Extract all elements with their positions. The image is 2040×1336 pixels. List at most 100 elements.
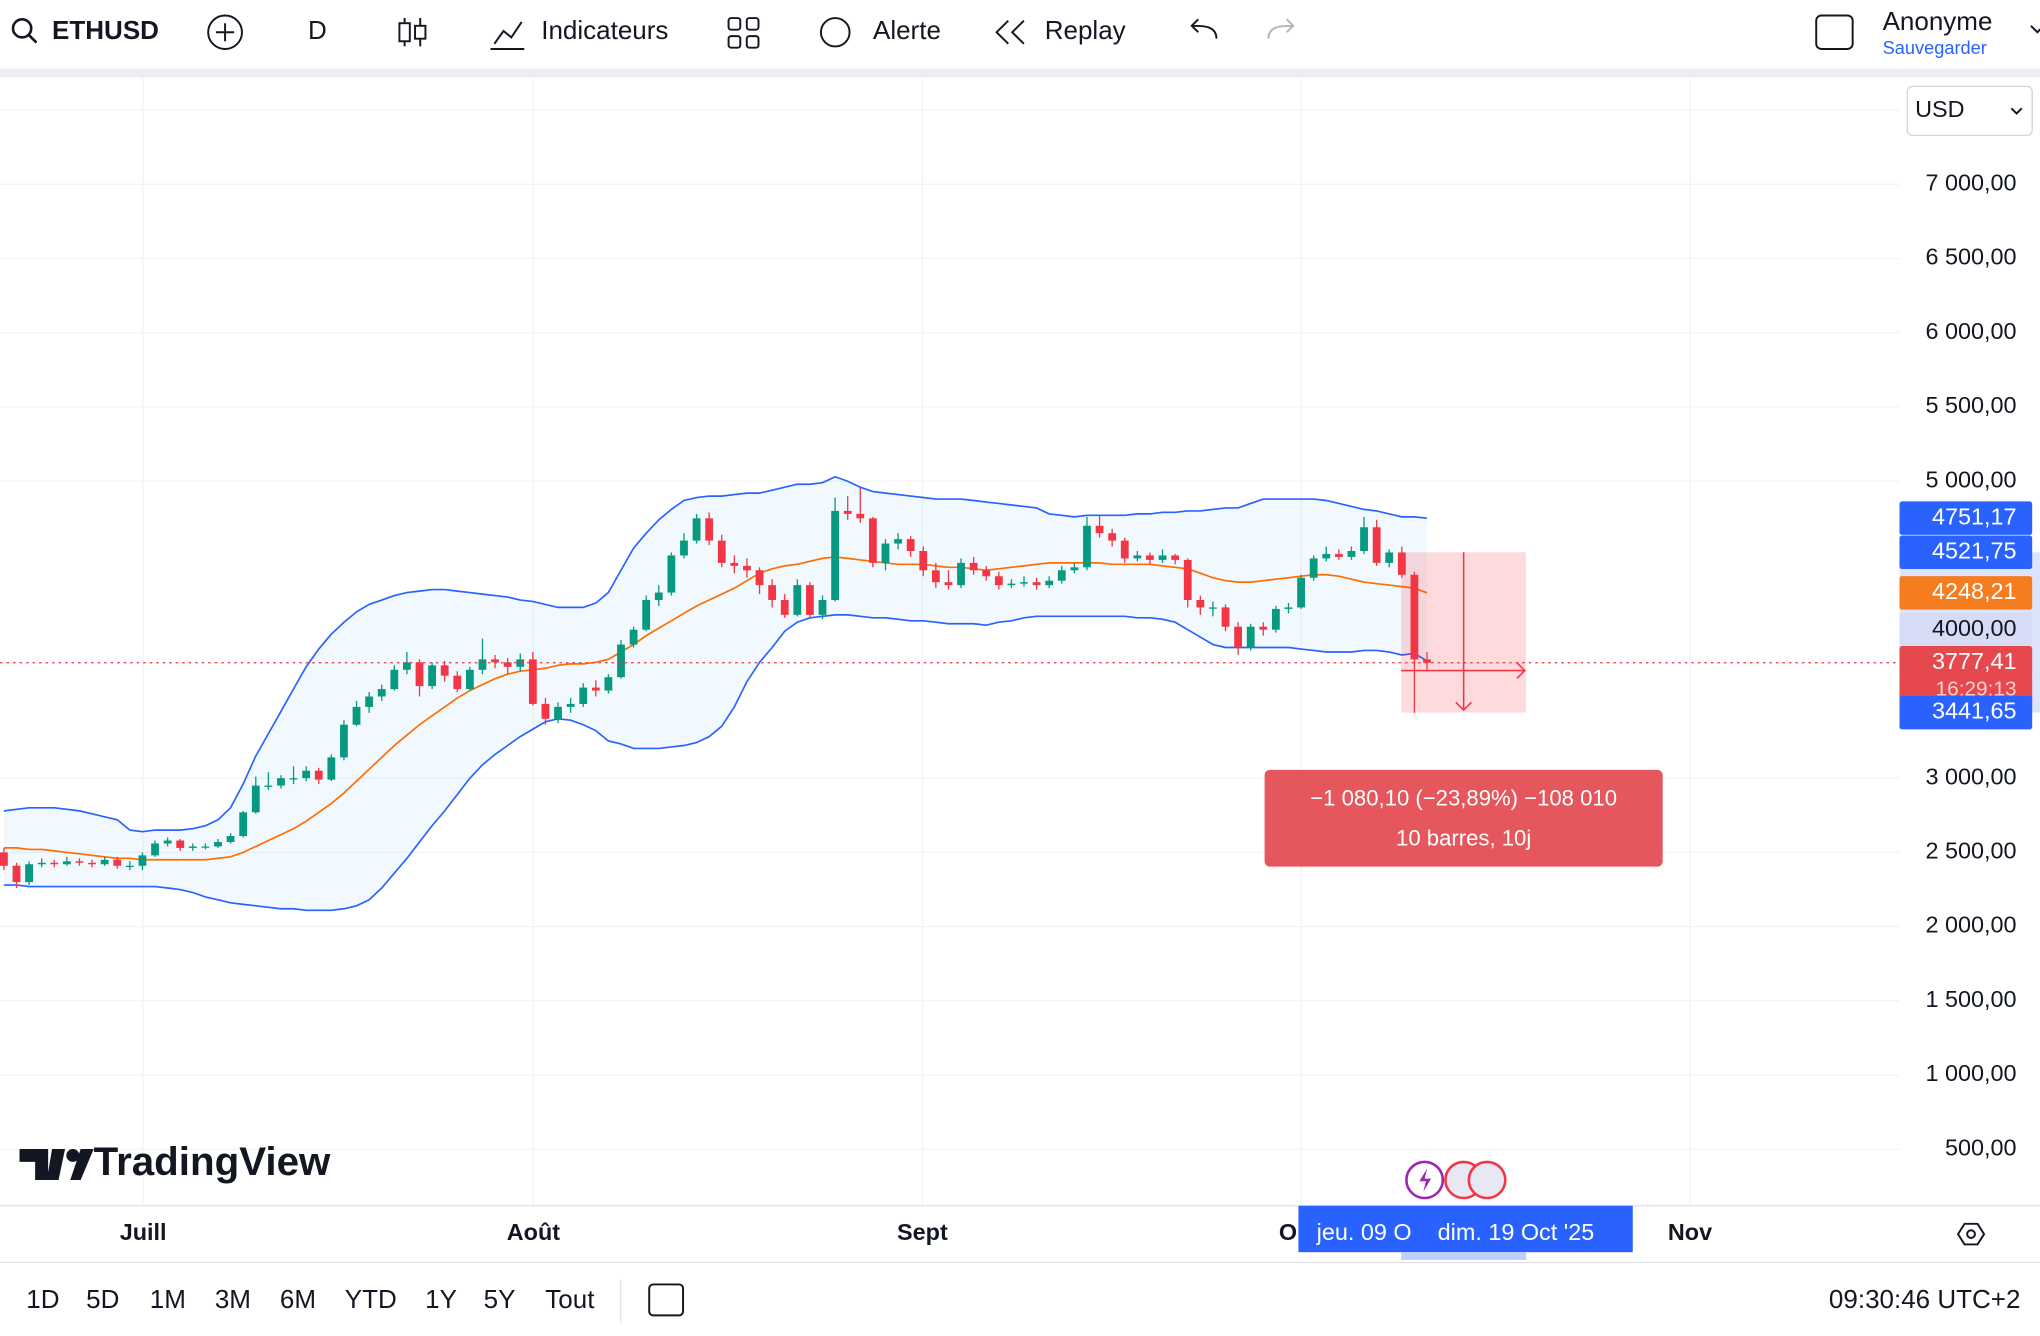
candle-body: [806, 585, 814, 615]
interval[interactable]: D: [308, 17, 327, 45]
goto-date[interactable]: [648, 1283, 685, 1317]
user-name[interactable]: Anonyme: [1883, 8, 1993, 36]
clock[interactable]: 09:30:46 UTC+2: [1829, 1286, 2021, 1314]
price-badge-label: 4000,00: [1932, 615, 2017, 641]
candle-body: [1334, 553, 1343, 557]
alert-icon[interactable]: [819, 17, 851, 48]
x-tick-label: Juill: [120, 1219, 167, 1245]
range-button[interactable]: 1Y: [425, 1286, 457, 1314]
band-fill: [3, 476, 1427, 911]
candle-body: [957, 562, 965, 586]
candle-body: [453, 675, 462, 690]
bottom-bar: 09:30:46 UTC+2 1D 5D 1M 3M 6M YTD 1Y 5Y Tout: [26, 1279, 2021, 1324]
time-axis: Juill Août Sept O Nov jeu. 09 O dim. 19 Oct '2…: [120, 1205, 1712, 1260]
add-symbol[interactable]: [207, 14, 243, 50]
redo[interactable]: [1267, 18, 1295, 39]
candle-body: [340, 724, 348, 758]
end-date: dim. 19 Oct '25: [1438, 1219, 1595, 1245]
plot: −1 080,10 (−23,89%) −108 010 10 barres, 1…: [0, 109, 1900, 1150]
candle-body: [617, 644, 625, 678]
price-badge: [1899, 501, 2033, 535]
candle-body: [1120, 540, 1129, 559]
currency[interactable]: USD: [1915, 96, 1964, 122]
candle-body: [1347, 550, 1356, 557]
layout-icon[interactable]: [727, 17, 760, 49]
candle-body: [1146, 555, 1154, 560]
settings-icon[interactable]: [1956, 1222, 1986, 1246]
candle-body: [516, 659, 525, 667]
replay-button[interactable]: Replay: [1045, 17, 1126, 45]
candle-body: [314, 770, 323, 780]
candle-body: [239, 812, 248, 837]
account-icon[interactable]: [1815, 14, 1854, 50]
candle-body: [226, 836, 235, 842]
y-tick-label: 3 000,00: [1925, 763, 2016, 789]
candle-body: [62, 861, 71, 865]
candle-body: [1322, 553, 1331, 559]
candle-body: [541, 703, 550, 719]
candle-body: [1397, 552, 1406, 575]
range-button[interactable]: 1D: [26, 1286, 59, 1314]
range-button[interactable]: 6M: [280, 1286, 316, 1314]
candle-body: [214, 841, 222, 847]
candle-body: [201, 846, 210, 848]
candle-body: [717, 540, 726, 563]
range-button[interactable]: 3M: [215, 1286, 251, 1314]
y-tick-label: 7 000,00: [1925, 169, 2016, 195]
candle-body: [1297, 577, 1305, 608]
candle-body: [906, 539, 915, 551]
user-menu[interactable]: [2030, 25, 2040, 34]
range-button[interactable]: Tout: [545, 1286, 594, 1314]
candle-body: [352, 706, 361, 725]
price-badge-label: 4751,17: [1932, 503, 2017, 529]
indicators-icon[interactable]: [490, 21, 525, 50]
y-tick-label: 500,00: [1945, 1135, 2017, 1161]
price-badge-label: 4248,21: [1932, 578, 2017, 604]
candle-body: [931, 570, 940, 583]
countdown-bg: [1899, 678, 2033, 702]
candle-body: [0, 852, 8, 866]
countdown: 16:29:13: [1936, 677, 2017, 700]
replay-icon[interactable]: [995, 19, 1025, 45]
measure-text: −1 080,10 (−23,89%) −108 010: [1310, 785, 1617, 810]
candle-body: [75, 861, 84, 863]
candle-body: [680, 540, 688, 556]
range-button[interactable]: 5D: [86, 1286, 119, 1314]
candle-body: [692, 518, 701, 541]
alert-button[interactable]: Alerte: [873, 17, 941, 45]
candle-body: [138, 855, 147, 866]
event-icon[interactable]: [1467, 1160, 1507, 1200]
undo[interactable]: [1190, 18, 1218, 39]
chart-type-icon: [398, 22, 411, 43]
candle-body: [163, 840, 172, 844]
candle-body: [1234, 626, 1243, 648]
candle-body: [894, 539, 902, 544]
date-range-marker: [1401, 1252, 1527, 1260]
logo: TradingView: [19, 1139, 331, 1184]
v-grid: [142, 77, 1691, 1206]
candle-body: [50, 862, 59, 865]
candle-body: [843, 510, 852, 514]
candle-body: [780, 599, 789, 615]
range-button[interactable]: YTD: [345, 1286, 397, 1314]
candle-body: [1309, 558, 1318, 578]
search-icon[interactable]: [11, 18, 33, 39]
settings-icon: [1966, 1229, 1976, 1239]
candle-body: [1032, 582, 1041, 586]
currency-select[interactable]: [1906, 85, 2033, 137]
candle-body: [176, 840, 185, 848]
symbol[interactable]: ETHUSD: [52, 17, 159, 45]
toolbar: ETHUSD D Indicateurs Alerte Replay Anony…: [11, 8, 2040, 58]
candle-body: [1259, 626, 1268, 630]
save-link[interactable]: Sauvegarder: [1883, 38, 1987, 58]
x-tick-label: Sept: [897, 1219, 948, 1245]
indicators-button[interactable]: Indicateurs: [541, 17, 668, 45]
add-icon: [215, 23, 235, 42]
chart-type-icon: [414, 24, 427, 40]
price-badge-label: 3441,65: [1932, 698, 2017, 724]
candle-body: [188, 846, 197, 848]
range-button[interactable]: 5Y: [484, 1286, 516, 1314]
y-tick-label: 6 000,00: [1925, 318, 2016, 344]
range-button[interactable]: 1M: [150, 1286, 186, 1314]
